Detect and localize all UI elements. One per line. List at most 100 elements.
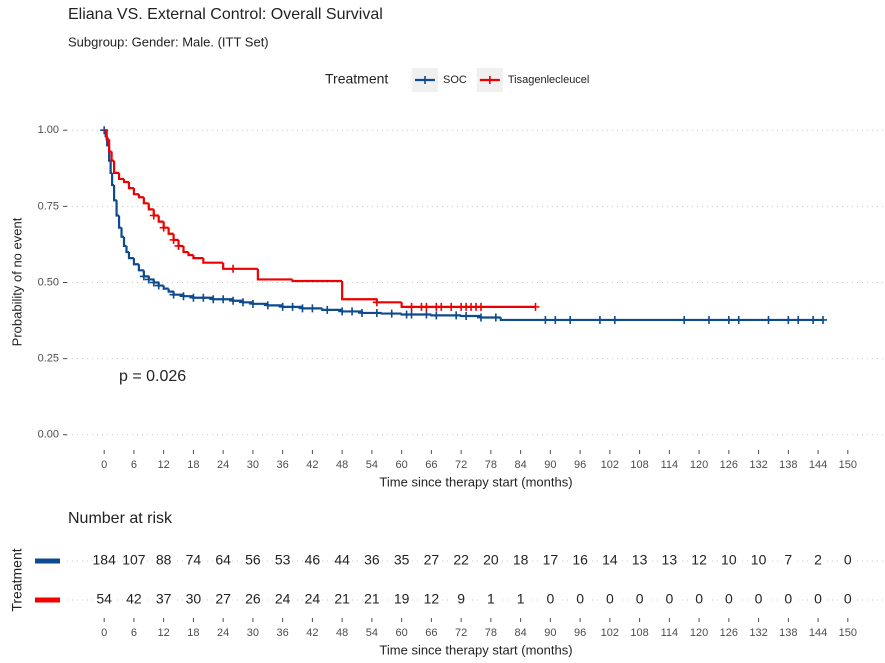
risk-bg — [809, 592, 828, 608]
curve-step — [142, 197, 149, 205]
risk-count: 74 — [186, 552, 202, 568]
censor-mark — [149, 211, 158, 220]
x-tick-label: 66 — [425, 627, 437, 639]
risk-count: 42 — [126, 591, 142, 607]
censor-mark — [308, 304, 317, 313]
risk-bg — [660, 592, 679, 608]
curve-step — [291, 279, 343, 283]
risk-bg — [779, 592, 798, 608]
x-tick-label: 150 — [839, 627, 857, 639]
x-tick-label: 24 — [217, 459, 229, 471]
curve-step — [182, 245, 189, 254]
x-tick-label: 42 — [306, 627, 318, 639]
legend-label: Tisagenlecleucel — [508, 74, 590, 86]
risk-count: 44 — [334, 552, 350, 568]
risk-count: 184 — [93, 552, 117, 568]
censor-mark — [189, 293, 198, 302]
curve-step — [110, 151, 115, 162]
curve-step — [321, 308, 343, 312]
risk-bg — [273, 553, 292, 569]
risk-count: 46 — [305, 552, 321, 568]
y-axis-label: Probability of no event — [9, 217, 24, 346]
risk-bg — [95, 553, 114, 569]
risk-bg — [749, 553, 768, 569]
censor-mark — [680, 315, 689, 324]
risk-bg — [838, 553, 857, 569]
censor-mark — [338, 307, 347, 316]
curve-step — [341, 280, 377, 301]
risk-bg — [243, 553, 262, 569]
curve-step — [137, 194, 144, 199]
risk-count: 10 — [751, 552, 767, 568]
censor-mark — [159, 223, 168, 232]
censor-mark — [724, 315, 733, 324]
risk-bg — [660, 553, 679, 569]
risk-count: 12 — [691, 552, 707, 568]
censor-mark — [705, 315, 714, 324]
x-tick-label: 78 — [485, 459, 497, 471]
risk-bg — [571, 592, 590, 608]
x-tick-label: 150 — [839, 459, 857, 471]
censor-mark — [462, 312, 471, 320]
x-tick-label: 126 — [720, 627, 738, 639]
y-tick-label: 0.00 — [38, 429, 59, 441]
censor-mark — [422, 302, 431, 311]
censor-mark — [179, 292, 188, 301]
curve-step — [192, 255, 204, 260]
x-tick-label: 102 — [601, 459, 619, 471]
risk-bg — [303, 553, 322, 569]
risk-bg — [124, 553, 143, 569]
x-tick-label: 138 — [779, 459, 797, 471]
risk-count: 37 — [156, 591, 172, 607]
censor-mark — [372, 308, 381, 317]
risk-count: 35 — [394, 552, 410, 568]
x-tick-label: 48 — [336, 459, 348, 471]
censor-mark — [387, 309, 396, 318]
x-tick-label: 42 — [306, 459, 318, 471]
censor-mark — [229, 264, 238, 273]
curve-step — [162, 285, 169, 290]
x-tick-label: 102 — [601, 627, 619, 639]
risk-bg — [511, 592, 530, 608]
x-tick-label: 90 — [544, 459, 556, 471]
censor-mark — [357, 308, 366, 317]
risk-bg — [600, 592, 619, 608]
risk-bg — [690, 592, 709, 608]
x-tick-label: 114 — [661, 459, 679, 471]
risk-bg — [303, 592, 322, 608]
x-tick-label: 18 — [187, 627, 199, 639]
risk-count: 10 — [721, 552, 737, 568]
censor-mark — [452, 311, 461, 320]
censor-mark — [432, 311, 441, 320]
risk-bg — [422, 592, 441, 608]
curve-step — [132, 188, 139, 196]
censor-mark — [551, 315, 560, 324]
x-tick-label: 84 — [514, 459, 526, 471]
x-tick-label: 78 — [485, 627, 497, 639]
curve-step — [115, 200, 120, 217]
censor-mark — [199, 293, 208, 302]
curve-step — [108, 139, 112, 153]
censor-mark — [139, 272, 148, 281]
risk-count: 18 — [513, 552, 529, 568]
x-tick-label: 144 — [809, 627, 827, 639]
censor-mark — [169, 235, 178, 244]
x-tick-label: 96 — [574, 627, 586, 639]
risk-count: 12 — [424, 591, 440, 607]
curve-step — [132, 258, 139, 266]
curve-step — [127, 182, 134, 190]
risk-bg — [214, 553, 233, 569]
curve-step — [400, 302, 536, 308]
x-tick-label: 54 — [366, 627, 378, 639]
x-tick-label: 132 — [749, 459, 767, 471]
censor-mark — [610, 315, 619, 324]
risk-count: 24 — [275, 591, 291, 607]
censor-mark — [764, 315, 773, 324]
risk-count: 0 — [784, 591, 792, 607]
risk-count: 22 — [453, 552, 469, 568]
x-tick-label: 96 — [574, 459, 586, 471]
risk-count: 30 — [186, 591, 202, 607]
censor-mark — [541, 315, 550, 324]
y-tick-label: 1.00 — [38, 124, 59, 136]
x-tick-label: 108 — [630, 459, 648, 471]
